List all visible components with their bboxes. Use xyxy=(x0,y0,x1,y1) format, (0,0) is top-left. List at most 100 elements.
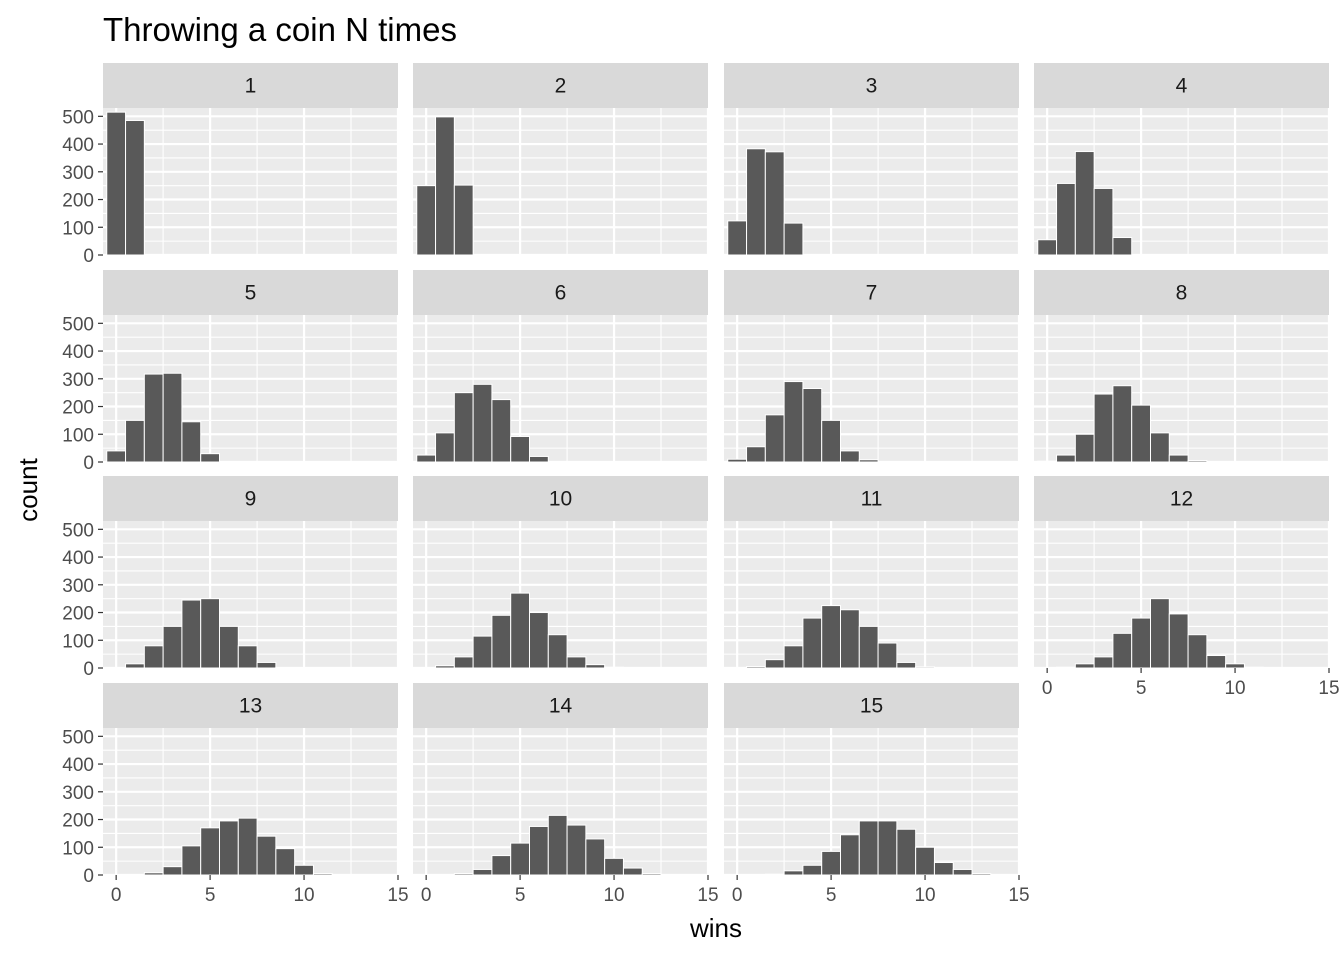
facet-strip-label: 1 xyxy=(245,75,257,98)
x-tick-label: 5 xyxy=(1136,678,1147,699)
histogram-bar xyxy=(783,222,804,256)
facet-strip xyxy=(413,270,708,315)
histogram-bar xyxy=(1112,237,1133,256)
chart-title: Throwing a coin N times xyxy=(103,11,457,48)
histogram-bar xyxy=(746,666,766,669)
facet-strip xyxy=(413,63,708,108)
histogram-bar xyxy=(783,645,804,669)
facet-strip xyxy=(103,476,398,521)
histogram-bar xyxy=(1056,182,1076,256)
histogram-bar xyxy=(218,820,239,876)
histogram-bar xyxy=(237,645,258,669)
histogram-bar xyxy=(746,148,766,256)
y-axis-title: count xyxy=(13,457,43,521)
facet-strip-label: 7 xyxy=(866,282,878,305)
x-tick-label: 0 xyxy=(1042,678,1053,699)
x-tick-label: 15 xyxy=(387,885,408,906)
y-tick-label: 300 xyxy=(62,163,94,184)
facet-panel: 12 0 5 10 15 xyxy=(1034,476,1340,699)
x-tick-label: 0 xyxy=(111,885,122,906)
histogram-bar xyxy=(1187,634,1208,669)
histogram-bar xyxy=(971,873,992,876)
histogram-bar xyxy=(181,845,202,876)
histogram-bar xyxy=(453,656,474,669)
y-tick-label: 0 xyxy=(83,866,94,887)
x-tick-label: 5 xyxy=(826,885,837,906)
histogram-bar xyxy=(933,862,954,876)
histogram-bar xyxy=(585,838,606,876)
y-tick-label: 400 xyxy=(62,548,94,569)
facet-panel: 6 xyxy=(413,270,710,464)
histogram-bar xyxy=(1168,613,1189,669)
y-tick-label: 300 xyxy=(62,783,94,804)
x-tick-label: 0 xyxy=(421,885,432,906)
x-tick-label: 15 xyxy=(1318,678,1339,699)
facet-strip-label: 15 xyxy=(860,695,883,718)
histogram-bar xyxy=(510,842,530,876)
histogram-bar xyxy=(472,868,493,876)
y-tick-label: 100 xyxy=(62,838,94,859)
histogram-bar xyxy=(1206,655,1227,669)
histogram-bar xyxy=(510,435,530,463)
panel-background xyxy=(103,108,398,255)
y-tick-label: 300 xyxy=(62,370,94,391)
histogram-bar xyxy=(1168,454,1189,463)
histogram-bar xyxy=(746,446,766,463)
facet-strip xyxy=(103,683,398,728)
histogram-bar xyxy=(566,656,587,669)
histogram-bar xyxy=(472,635,493,669)
facet-strip xyxy=(724,270,1019,315)
histogram-bar xyxy=(143,373,164,463)
histogram-bar xyxy=(275,848,296,876)
histogram-bar xyxy=(181,421,202,463)
histogram-bar xyxy=(453,184,474,256)
histogram-bar xyxy=(162,372,183,463)
histogram-bar xyxy=(125,119,145,256)
histogram-bar xyxy=(915,666,935,669)
histogram-bar xyxy=(1056,454,1076,463)
facet-panel: 3 xyxy=(724,63,1021,257)
histogram-bar xyxy=(218,625,239,669)
histogram-bar xyxy=(416,185,437,256)
y-tick-label: 200 xyxy=(62,604,94,625)
histogram-bar xyxy=(821,419,841,463)
facet-panel: 15 0 5 10 15 xyxy=(724,683,1030,906)
histogram-bar xyxy=(1037,239,1058,256)
facet-strip xyxy=(103,270,398,315)
histogram-bar xyxy=(143,645,164,669)
facet-strip-label: 5 xyxy=(245,282,257,305)
facet-strip-label: 3 xyxy=(866,75,878,98)
facet-strip-label: 8 xyxy=(1176,282,1188,305)
facet-strip xyxy=(724,476,1019,521)
histogram-bar xyxy=(896,828,917,876)
histogram-bar xyxy=(783,381,804,463)
histogram-bar xyxy=(1131,617,1151,669)
histogram-bar xyxy=(1149,432,1170,463)
x-tick-label: 10 xyxy=(293,885,314,906)
histogram-bar xyxy=(821,850,841,876)
facet-strip-label: 11 xyxy=(861,488,883,511)
histogram-bar xyxy=(435,665,455,669)
x-tick-label: 0 xyxy=(732,885,743,906)
histogram-bar xyxy=(1093,656,1114,669)
histogram-bar xyxy=(106,111,127,256)
histogram-bar xyxy=(764,151,785,256)
histogram-bar xyxy=(1225,663,1245,669)
histogram-bar xyxy=(528,825,549,876)
x-tick-label: 15 xyxy=(1008,885,1029,906)
y-tick-label: 500 xyxy=(62,314,94,335)
histogram-bar xyxy=(877,642,898,669)
histogram-bar xyxy=(952,868,973,876)
y-tick-label: 200 xyxy=(62,191,94,212)
histogram-bar xyxy=(915,846,935,876)
histogram-bar xyxy=(896,661,917,669)
histogram-bar xyxy=(181,599,202,669)
histogram-bar xyxy=(764,414,785,463)
y-tick-label: 0 xyxy=(83,246,94,267)
y-tick-label: 400 xyxy=(62,342,94,363)
facet-strip-label: 6 xyxy=(555,282,567,305)
facet-panel: 5 0 100 200 300 400 500 xyxy=(62,270,400,474)
histogram-bar xyxy=(858,625,879,669)
histogram-bar xyxy=(435,116,455,256)
